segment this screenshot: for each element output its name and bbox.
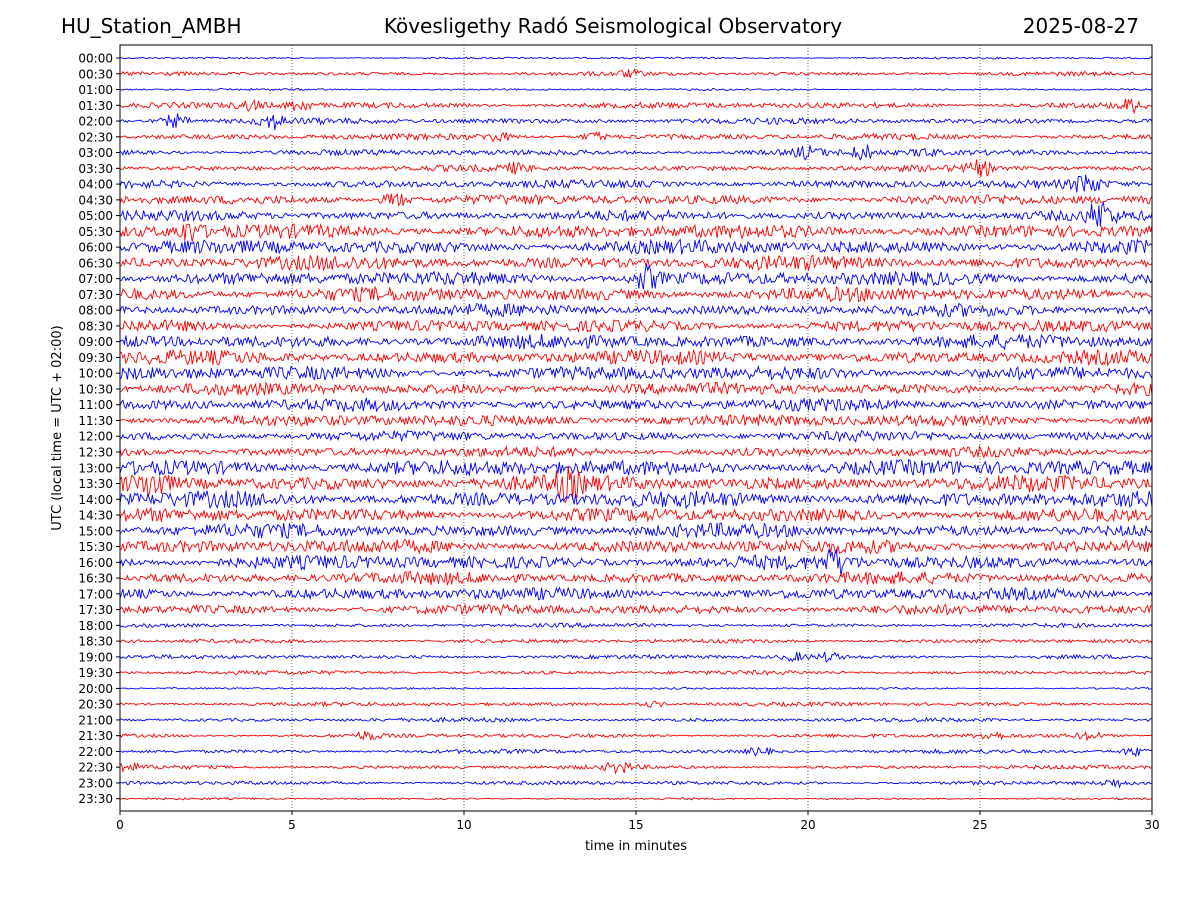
- y-tick-label: 07:30: [78, 288, 113, 302]
- y-tick-label: 02:00: [78, 115, 113, 129]
- y-tick-label: 09:00: [78, 335, 113, 349]
- y-tick-label: 12:30: [78, 446, 113, 460]
- y-tick-label: 06:30: [78, 256, 113, 270]
- x-tick-label: 5: [288, 818, 296, 832]
- y-tick-label: 01:00: [78, 83, 113, 97]
- trace-row: [119, 254, 1153, 272]
- trace-row: [119, 68, 1153, 79]
- y-tick-label: 13:00: [78, 461, 113, 475]
- trace-row: [119, 87, 1153, 92]
- y-tick-label: 08:00: [78, 304, 113, 318]
- y-tick-label: 13:30: [78, 477, 113, 491]
- y-tick-label: 05:30: [78, 225, 113, 239]
- x-tick-label: 20: [800, 818, 815, 832]
- y-tick-label: 02:30: [78, 130, 113, 144]
- trace-row: [119, 113, 1153, 131]
- y-tick-label: 20:30: [78, 698, 113, 712]
- y-tick-label: 19:00: [78, 650, 113, 664]
- trace-row: [119, 746, 1152, 758]
- y-tick-label: 23:30: [78, 792, 113, 806]
- x-tick-label: 30: [1144, 818, 1159, 832]
- y-tick-label: 22:30: [78, 761, 113, 775]
- x-tick-label: 0: [116, 818, 124, 832]
- trace-row: [119, 302, 1153, 319]
- y-tick-label: 23:00: [78, 776, 113, 790]
- y-tick-label: 11:30: [78, 414, 113, 428]
- y-tick-label: 07:00: [78, 272, 113, 286]
- trace-row: [119, 603, 1152, 617]
- y-tick-label: 17:00: [78, 587, 113, 601]
- trace-row: [119, 621, 1153, 629]
- trace-row: [119, 506, 1153, 523]
- y-tick-label: 21:30: [78, 729, 113, 743]
- trace-row: [119, 489, 1153, 510]
- trace-row: [119, 548, 1153, 577]
- trace-row: [119, 761, 1153, 775]
- y-tick-label: 05:00: [78, 209, 113, 223]
- trace-row: [119, 444, 1153, 459]
- y-tick-label: 12:00: [78, 430, 113, 444]
- chart-title: Kövesligethy Radó Seismological Observat…: [383, 14, 843, 38]
- chart-date: 2025-08-27: [1022, 14, 1139, 38]
- y-tick-label: 15:00: [78, 524, 113, 538]
- y-tick-label: 19:30: [78, 666, 113, 680]
- grid-lines: [291, 45, 981, 811]
- y-tick-label: 18:30: [78, 635, 113, 649]
- y-tick-label: 18:00: [78, 619, 113, 633]
- y-tick-label: 10:30: [78, 382, 113, 396]
- trace-row: [119, 130, 1153, 143]
- x-tick-label: 10: [456, 818, 471, 832]
- y-tick-label: 14:00: [78, 493, 113, 507]
- trace-row: [119, 686, 1153, 690]
- trace-row: [119, 201, 1153, 227]
- y-tick-label: 16:30: [78, 572, 113, 586]
- y-tick-label: 22:00: [78, 745, 113, 759]
- trace-row: [119, 586, 1153, 602]
- y-tick-label: 06:00: [78, 241, 113, 255]
- trace-row: [119, 144, 1153, 161]
- y-tick-label: 21:00: [78, 713, 113, 727]
- trace-row: [119, 263, 1153, 290]
- x-tick-label: 15: [628, 818, 643, 832]
- y-tick-label: 16:00: [78, 556, 113, 570]
- y-tick-label: 04:30: [78, 193, 113, 207]
- x-axis-label: time in minutes: [585, 839, 687, 854]
- y-tick-label: 03:00: [78, 146, 113, 160]
- station-name: HU_Station_AMBH: [61, 14, 242, 38]
- x-tick-label: 25: [972, 818, 987, 832]
- y-tick-label: 04:00: [78, 178, 113, 192]
- y-tick-label: 10:00: [78, 367, 113, 381]
- plot-header: HU_Station_AMBH Kövesligethy Radó Seismo…: [0, 0, 1200, 46]
- y-tick-label: 08:30: [78, 319, 113, 333]
- trace-row: [119, 396, 1153, 413]
- y-tick-label: 03:30: [78, 162, 113, 176]
- trace-row: [119, 380, 1153, 397]
- y-tick-label: 00:00: [78, 52, 113, 66]
- y-tick-label: 20:00: [78, 682, 113, 696]
- trace-row: [119, 458, 1153, 477]
- x-axis: 0 5 10 15 20 25 30: [116, 811, 1160, 832]
- trace-row: [119, 538, 1153, 556]
- y-tick-label: 11:00: [78, 398, 113, 412]
- y-tick-label: 01:30: [78, 99, 113, 113]
- trace-row: [119, 222, 1153, 242]
- y-tick-label: 14:30: [78, 509, 113, 523]
- y-tick-label: 15:30: [78, 540, 113, 554]
- y-axis-label: UTC (local time = UTC + 02:00): [50, 325, 65, 530]
- y-tick-label: 00:30: [78, 67, 113, 81]
- y-tick-label: 17:30: [78, 603, 113, 617]
- y-tick-label: 09:30: [78, 351, 113, 365]
- trace-row: [119, 716, 1153, 724]
